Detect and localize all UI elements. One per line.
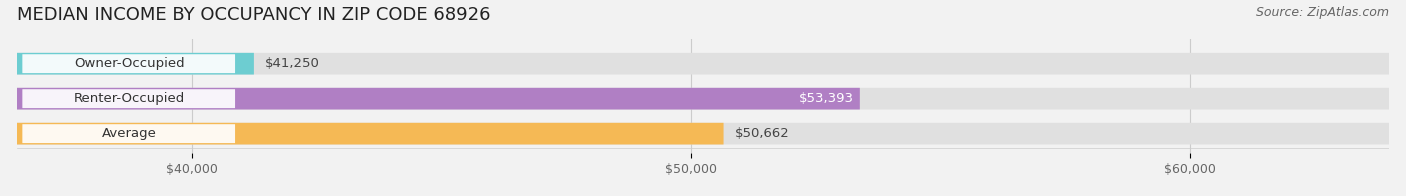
- FancyBboxPatch shape: [17, 123, 1389, 144]
- Text: MEDIAN INCOME BY OCCUPANCY IN ZIP CODE 68926: MEDIAN INCOME BY OCCUPANCY IN ZIP CODE 6…: [17, 6, 491, 24]
- FancyBboxPatch shape: [17, 123, 724, 144]
- FancyBboxPatch shape: [17, 88, 860, 110]
- Text: $53,393: $53,393: [800, 92, 855, 105]
- Text: Source: ZipAtlas.com: Source: ZipAtlas.com: [1256, 6, 1389, 19]
- Text: Average: Average: [103, 127, 157, 140]
- FancyBboxPatch shape: [17, 53, 254, 74]
- FancyBboxPatch shape: [22, 124, 235, 143]
- Text: $41,250: $41,250: [264, 57, 319, 70]
- FancyBboxPatch shape: [22, 54, 235, 73]
- Text: Owner-Occupied: Owner-Occupied: [75, 57, 184, 70]
- FancyBboxPatch shape: [22, 89, 235, 108]
- Text: $50,662: $50,662: [734, 127, 789, 140]
- FancyBboxPatch shape: [17, 53, 1389, 74]
- Text: Renter-Occupied: Renter-Occupied: [73, 92, 186, 105]
- FancyBboxPatch shape: [17, 88, 1389, 110]
